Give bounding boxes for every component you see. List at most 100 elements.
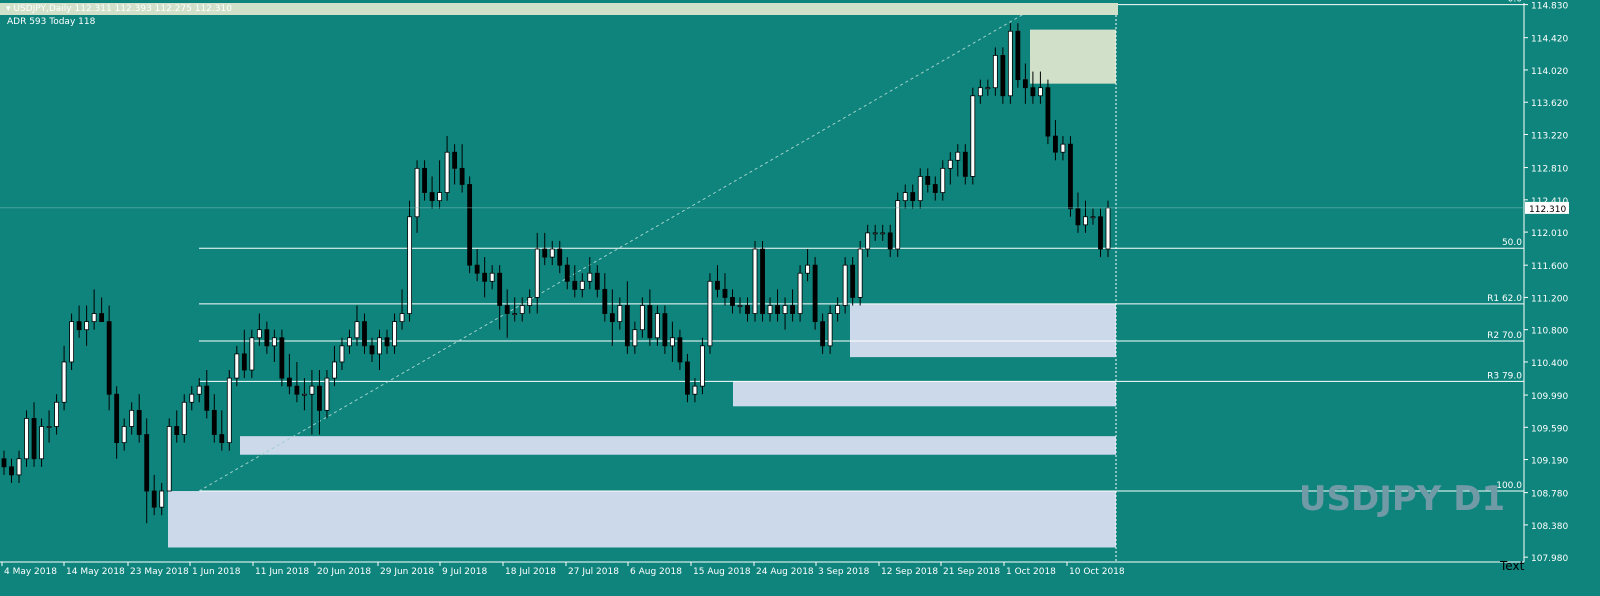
- support-zone-1[interactable]: [850, 303, 1116, 358]
- x-tick-label: 24 Aug 2018: [756, 567, 814, 577]
- x-tick-label: 1 Oct 2018: [1006, 567, 1056, 577]
- candle: [392, 313, 397, 354]
- bull-candle-body: [249, 337, 255, 371]
- bull-candle-body: [16, 458, 22, 476]
- bear-candle-body: [722, 288, 728, 298]
- supply-zone[interactable]: [1030, 29, 1116, 84]
- support-zone-3[interactable]: [240, 436, 1116, 455]
- bear-candle-body: [219, 434, 225, 444]
- bull-candle-body: [46, 426, 52, 428]
- bull-candle-body: [181, 401, 187, 435]
- bear-candle-body: [730, 297, 735, 306]
- x-tick-label: 9 Jul 2018: [442, 567, 487, 577]
- bear-candle-body: [9, 466, 14, 476]
- candle: [489, 265, 495, 290]
- support-zone-2[interactable]: [733, 381, 1116, 407]
- bear-candle-body: [474, 264, 480, 274]
- bull-candle-body: [670, 337, 675, 347]
- x-tick-label: 20 Jun 2018: [317, 567, 371, 577]
- bull-candle-body: [955, 151, 961, 161]
- candle: [144, 418, 150, 524]
- candle: [947, 152, 953, 185]
- header-bar: [0, 3, 1118, 15]
- bear-candle-body: [609, 313, 615, 323]
- candle: [354, 305, 360, 346]
- x-tick-label: 23 May 2018: [130, 567, 189, 577]
- candle: [99, 297, 105, 323]
- candle: [234, 345, 240, 387]
- candle: [9, 458, 14, 483]
- bull-candle-body: [1060, 143, 1066, 153]
- bull-candle-body: [617, 305, 623, 323]
- candle: [895, 192, 901, 258]
- bull-candle-body: [1105, 207, 1111, 250]
- bull-candle-body: [399, 313, 405, 323]
- candle: [399, 289, 405, 330]
- candle: [1045, 79, 1051, 145]
- candle: [512, 297, 518, 322]
- bull-candle-body: [700, 345, 705, 387]
- candle: [309, 370, 315, 435]
- candle: [1053, 119, 1058, 161]
- dropdown-arrow-icon[interactable]: ▾: [6, 4, 14, 14]
- bull-candle-body: [91, 313, 97, 323]
- symbol-info[interactable]: ▾ USDJPY,Daily 112.311 112.393 112.275 1…: [6, 4, 232, 14]
- bull-candle-body: [339, 345, 345, 363]
- bull-candle-body: [226, 377, 232, 444]
- x-tick-label: 3 Sep 2018: [818, 567, 870, 577]
- candle: [1075, 192, 1081, 233]
- candle: [760, 240, 765, 322]
- candle: [459, 144, 465, 193]
- candle: [685, 353, 690, 403]
- candle: [256, 313, 262, 346]
- candle: [842, 257, 848, 314]
- y-tick-label: 112.410: [1531, 197, 1568, 207]
- bull-candle-body: [54, 401, 59, 427]
- candle: [962, 144, 968, 185]
- y-tick-label: 110.400: [1531, 359, 1568, 369]
- candle: [534, 232, 540, 314]
- bull-candle-body: [857, 248, 863, 298]
- bull-candle-body: [835, 305, 841, 314]
- bear-candle-body: [114, 393, 120, 444]
- support-zone-4[interactable]: [168, 491, 1116, 548]
- bear-candle-body: [1098, 216, 1103, 250]
- candle: [654, 305, 660, 346]
- candle: [602, 273, 608, 322]
- candle: [670, 321, 675, 362]
- candle: [407, 200, 412, 322]
- candle: [1083, 200, 1088, 233]
- candle: [985, 79, 991, 96]
- candle: [174, 410, 180, 443]
- candle: [384, 329, 390, 354]
- bear-candle-body: [467, 184, 473, 266]
- candle: [782, 297, 788, 330]
- candle: [1060, 136, 1066, 161]
- bear-candle-body: [812, 264, 818, 323]
- y-tick-label: 113.220: [1531, 131, 1568, 141]
- candle: [564, 257, 570, 290]
- candle: [662, 305, 668, 354]
- bear-candle-body: [1068, 143, 1073, 210]
- x-tick-label: 27 Jul 2018: [568, 567, 619, 577]
- candle: [527, 289, 533, 314]
- candle: [444, 136, 450, 201]
- bear-candle-body: [317, 385, 322, 411]
- candle: [1105, 200, 1111, 258]
- candle: [16, 450, 22, 483]
- bull-candle-body: [895, 200, 901, 250]
- candle: [24, 410, 29, 467]
- bull-candle-body: [196, 385, 202, 395]
- bear-candle-body: [594, 272, 600, 290]
- bear-candle-body: [910, 192, 916, 202]
- x-tick-label: 15 Aug 2018: [693, 567, 751, 577]
- candle: [902, 184, 908, 209]
- candle: [121, 418, 127, 451]
- y-tick-label: 109.190: [1531, 457, 1568, 467]
- y-tick-label: 114.020: [1531, 67, 1568, 77]
- bull-candle-body: [985, 87, 991, 90]
- candle: [136, 394, 142, 443]
- bear-candle-body: [962, 151, 968, 177]
